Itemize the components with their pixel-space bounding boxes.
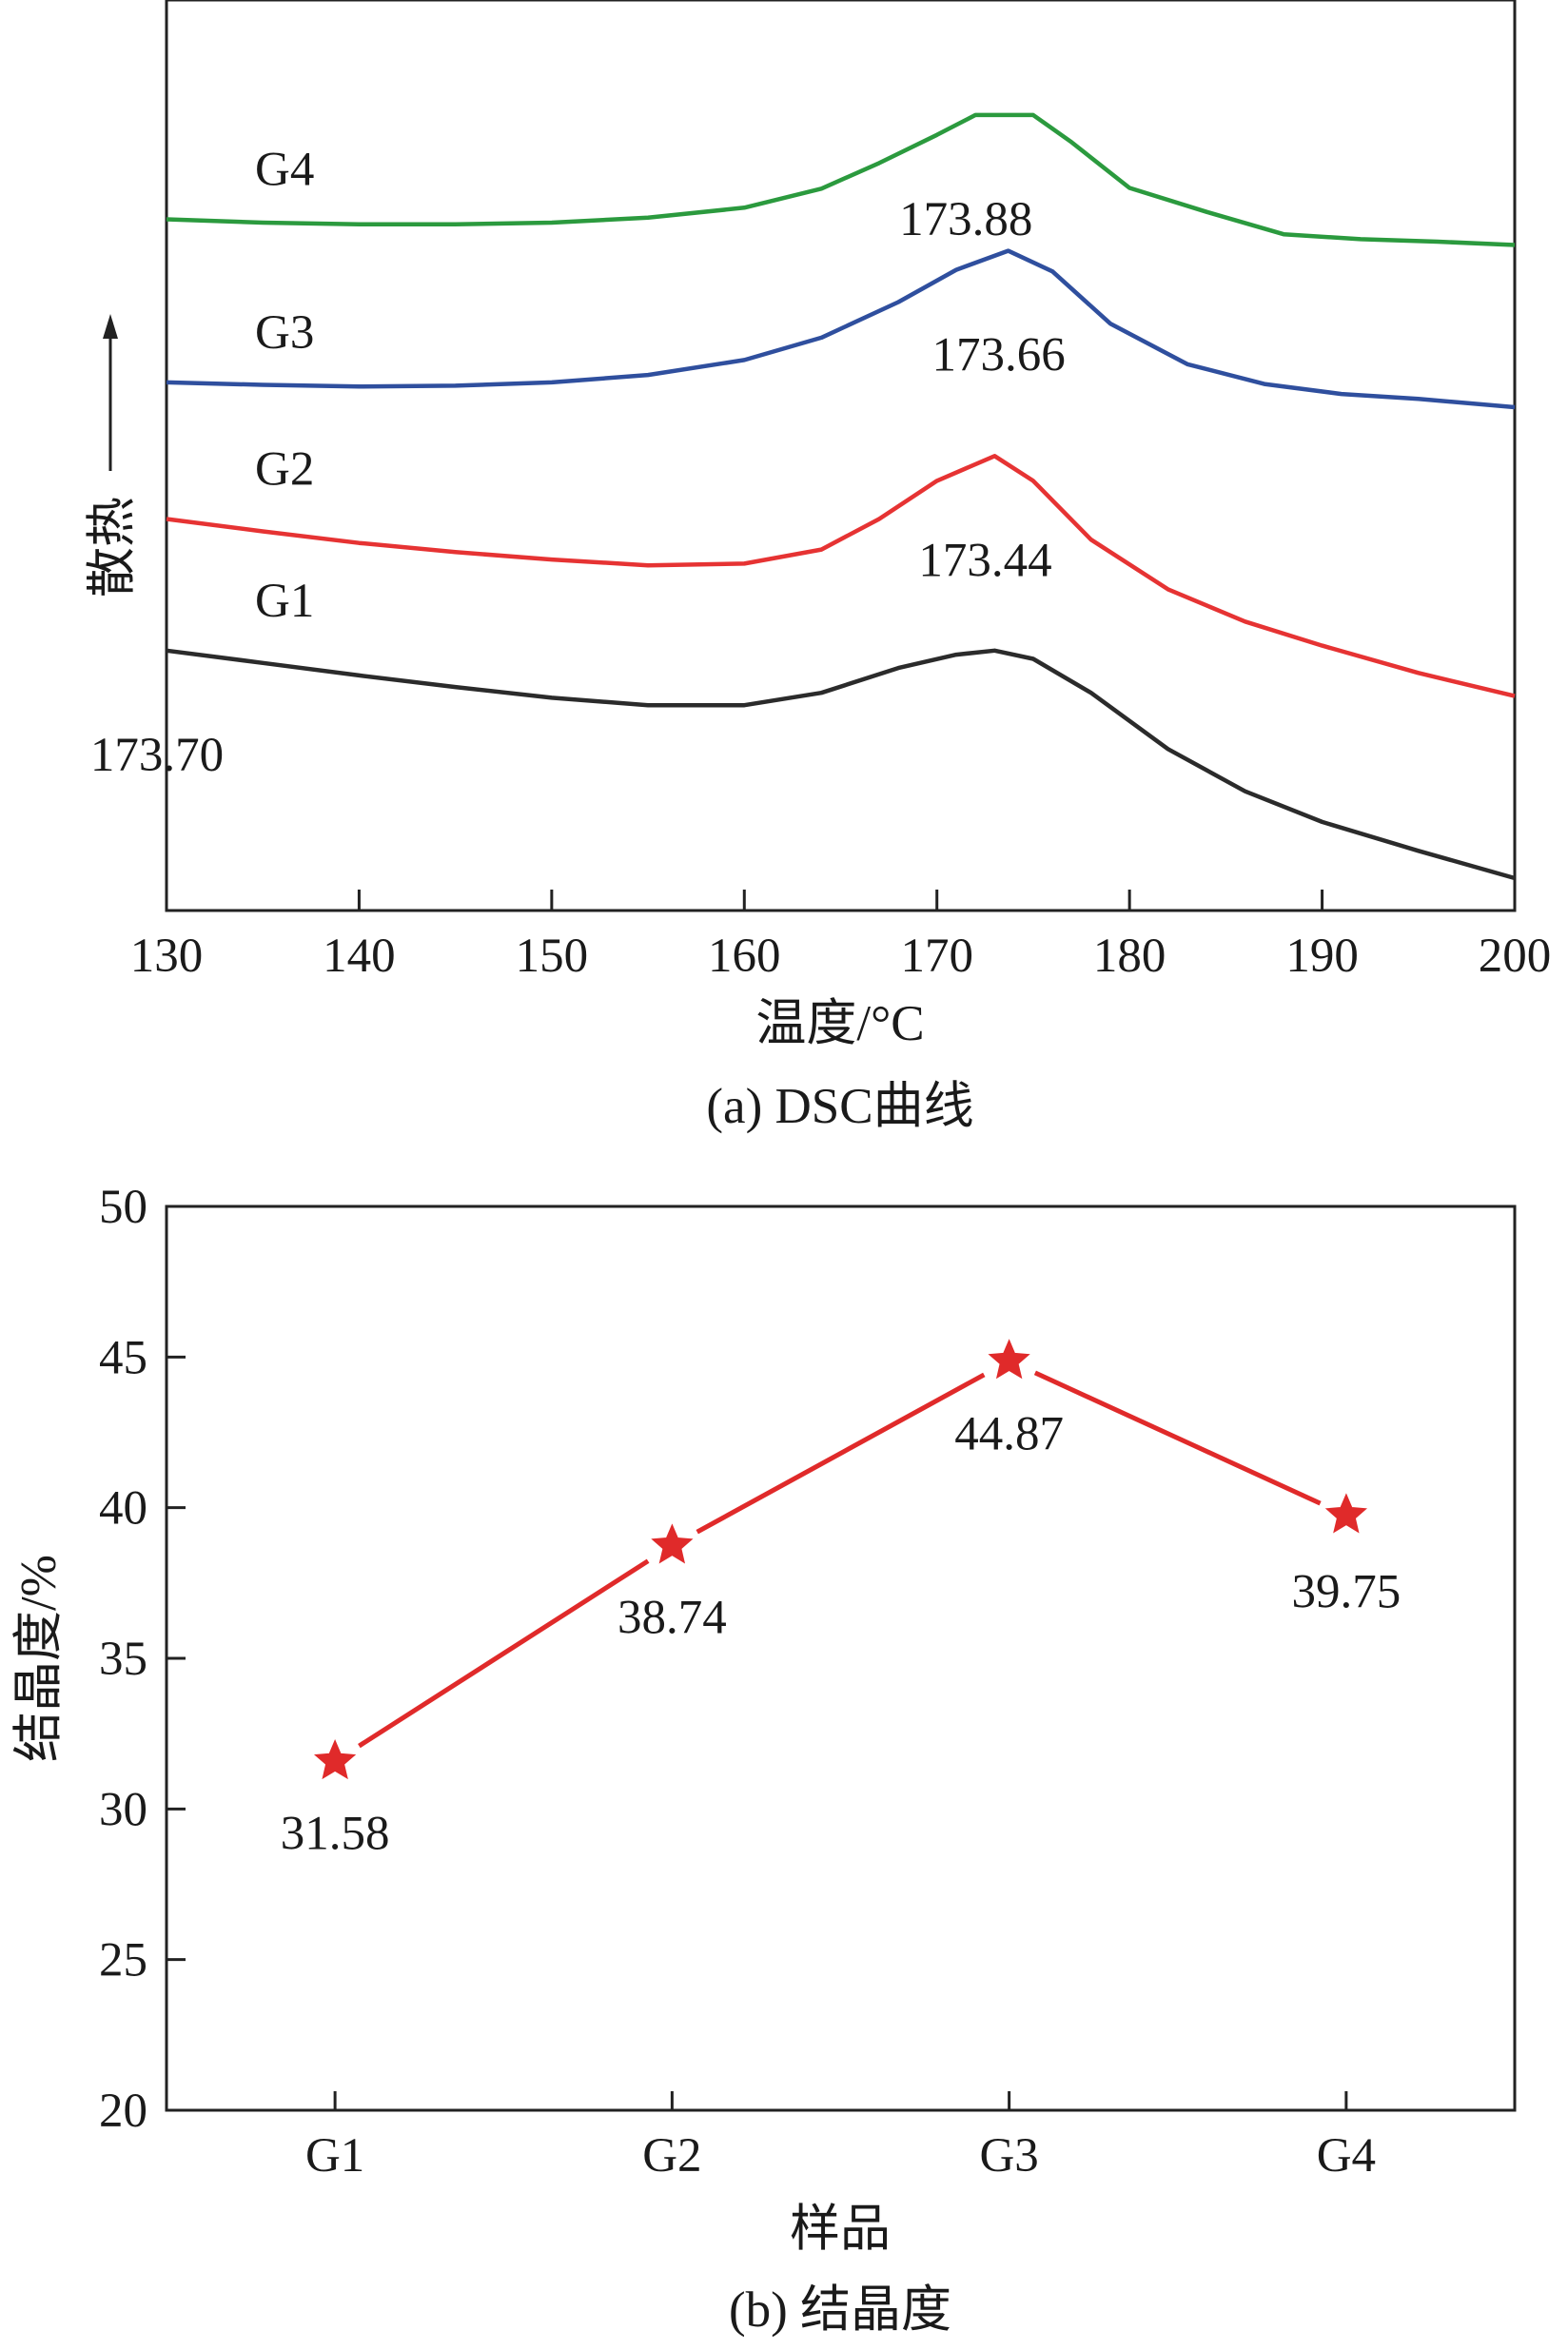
dsc-curve-label-g4: G4 [255, 144, 314, 197]
dsc-peak-label-g2: 173.44 [918, 534, 1051, 587]
crystallinity-point-g3 [988, 1339, 1030, 1380]
crystallinity-y-axis-title: 结晶度/% [11, 1555, 67, 1762]
crystallinity-y-tick-label: 35 [99, 1633, 147, 1686]
dsc-x-tick-label: 140 [323, 930, 396, 983]
dsc-x-tick-label: 150 [516, 930, 589, 983]
crystallinity-x-tick-label: G4 [1317, 2129, 1376, 2183]
crystallinity-y-axis: 20 25 30 35 40 45 50 [99, 1181, 186, 2138]
crystallinity-point-g4 [1324, 1493, 1368, 1534]
crystallinity-y-tick-label: 25 [99, 1934, 147, 1988]
crystallinity-x-axis: G1 G2 G3 G4 [305, 2091, 1376, 2183]
dsc-peak-label-g1: 173.70 [90, 729, 224, 782]
dsc-peak-label-g4: 173.88 [899, 193, 1032, 246]
dsc-curves: G1 173.70 G2 173.44 G3 173.66 G4 173.88 [90, 112, 1516, 881]
dsc-x-tick-label: 160 [708, 930, 781, 983]
heat-flow-arrowhead [103, 314, 118, 339]
crystallinity-line-segment [696, 1372, 986, 1535]
dsc-x-tick-label: 180 [1093, 930, 1166, 983]
dsc-y-axis-title: 散热 [85, 497, 140, 597]
crystallinity-y-tick-label: 20 [99, 2085, 147, 2138]
dsc-curve-label-g2: G2 [255, 442, 314, 496]
crystallinity-plot-frame [165, 1204, 1517, 2112]
dsc-curve-g1 [166, 648, 1516, 881]
dsc-x-tick-label: 170 [900, 930, 973, 983]
dsc-x-axis-title: 温度/°C [755, 996, 924, 1051]
crystallinity-data-label-g2: 38.74 [617, 1592, 727, 1645]
dsc-x-tick-label: 190 [1285, 930, 1359, 983]
crystallinity-data-label-g3: 44.87 [954, 1407, 1064, 1460]
crystallinity-y-tick-label: 40 [99, 1482, 147, 1536]
crystallinity-y-tick-label: 50 [99, 1181, 147, 1234]
dsc-caption: (a) DSC曲线 [706, 1079, 973, 1134]
dsc-curve-g3 [166, 248, 1516, 410]
crystallinity-line-segment [1033, 1370, 1322, 1506]
dsc-plot-frame [165, 0, 1517, 912]
crystallinity-point-g1 [313, 1739, 357, 1780]
crystallinity-data-label-g1: 31.58 [281, 1807, 390, 1860]
crystallinity-x-tick-label: G3 [979, 2129, 1038, 2183]
dsc-x-axis: 130 140 150 160 170 180 190 200 [130, 890, 1552, 983]
crystallinity-y-tick-label: 30 [99, 1783, 147, 1836]
dsc-x-tick-label: 130 [130, 930, 204, 983]
crystallinity-x-axis-title: 样品 [790, 2202, 891, 2257]
crystallinity-line-segment [358, 1558, 650, 1749]
dsc-curve-label-g3: G3 [255, 306, 314, 360]
crystallinity-caption: (b) 结晶度 [729, 2282, 951, 2338]
dsc-curve-label-g1: G1 [255, 575, 314, 628]
dsc-chart: 130 140 150 160 170 180 190 200 G1 173.70 G2 173.4… [85, 0, 1551, 1134]
dsc-peak-label-g3: 173.66 [931, 329, 1065, 382]
crystallinity-data-label-g4: 39.75 [1292, 1566, 1401, 1619]
dsc-curve-g4 [166, 112, 1516, 247]
crystallinity-x-tick-label: G2 [642, 2129, 701, 2183]
dsc-curve-g2 [166, 454, 1516, 698]
crystallinity-series: 31.58 38.74 44.87 39.75 [281, 1339, 1401, 1860]
crystallinity-point-g2 [651, 1523, 694, 1564]
crystallinity-y-tick-label: 45 [99, 1331, 147, 1384]
crystallinity-x-tick-label: G1 [305, 2129, 364, 2183]
dsc-x-tick-label: 200 [1479, 930, 1552, 983]
